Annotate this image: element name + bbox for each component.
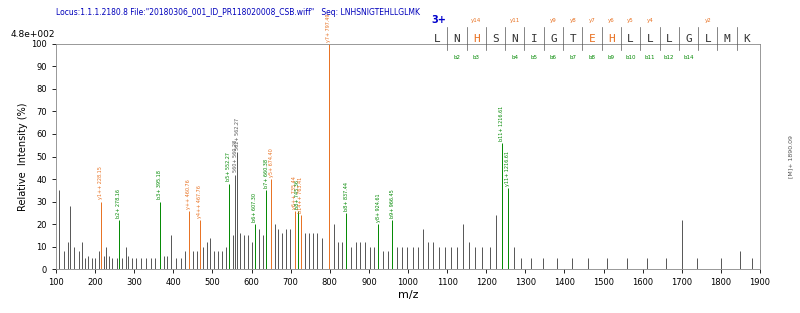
- Text: b7: b7: [570, 55, 576, 60]
- Text: H: H: [608, 34, 614, 44]
- Text: [M]+ 1890.09: [M]+ 1890.09: [788, 135, 793, 178]
- Text: L: L: [666, 34, 673, 44]
- Text: 562+ 562.27: 562+ 562.27: [234, 118, 239, 150]
- Text: b12: b12: [664, 55, 674, 60]
- Text: b14++ 763.41: b14++ 763.41: [298, 177, 303, 213]
- Text: I: I: [530, 34, 538, 44]
- Text: b6: b6: [550, 55, 557, 60]
- Text: T: T: [570, 34, 576, 44]
- Text: y2: y2: [704, 18, 711, 23]
- Text: b5+ 552.27: b5+ 552.27: [226, 152, 231, 182]
- Text: H: H: [473, 34, 480, 44]
- Text: b6+ 607.30: b6+ 607.30: [252, 193, 257, 222]
- Text: K: K: [743, 34, 750, 44]
- Y-axis label: Relative  Intensity (%): Relative Intensity (%): [18, 102, 29, 211]
- Text: y11: y11: [510, 18, 520, 23]
- Text: b5: b5: [530, 55, 538, 60]
- Text: Locus:1.1.1.2180.8 File:"20180306_001_ID_PR118020008_CSB.wiff"   Seq: LNHSNIGTEH: Locus:1.1.1.2180.8 File:"20180306_001_ID…: [56, 8, 420, 17]
- Text: 560+ 560.28: 560+ 560.28: [233, 140, 238, 172]
- Text: y9: y9: [550, 18, 557, 23]
- Text: L: L: [434, 34, 441, 44]
- Text: b2+ 278.16: b2+ 278.16: [116, 188, 121, 218]
- Text: b11: b11: [645, 55, 655, 60]
- Text: b3: b3: [473, 55, 480, 60]
- Text: y11+ 1216.61: y11+ 1216.61: [506, 151, 510, 186]
- Text: y8: y8: [570, 18, 576, 23]
- Text: M: M: [724, 34, 730, 44]
- Text: b9+ 966.45: b9+ 966.45: [390, 189, 395, 218]
- Text: L: L: [627, 34, 634, 44]
- Text: G: G: [685, 34, 692, 44]
- Text: y4++ 467.76: y4++ 467.76: [197, 185, 202, 218]
- Text: b7+ 660.38: b7+ 660.38: [264, 159, 269, 188]
- Text: y7: y7: [589, 18, 595, 23]
- Text: y6++ 735.44: y6++ 735.44: [292, 176, 297, 208]
- Text: L: L: [646, 34, 654, 44]
- Text: y5: y5: [627, 18, 634, 23]
- Text: b3+ 395.18: b3+ 395.18: [157, 171, 162, 199]
- Text: y++ 460.76: y++ 460.76: [186, 179, 191, 208]
- Text: y6: y6: [608, 18, 614, 23]
- X-axis label: m/z: m/z: [398, 290, 418, 300]
- Text: b14: b14: [683, 55, 694, 60]
- Text: b2: b2: [454, 55, 461, 60]
- Text: b8+ 837.44: b8+ 837.44: [344, 182, 349, 211]
- Text: b8+ 745.36: b8+ 745.36: [295, 179, 300, 208]
- Text: y4: y4: [646, 18, 654, 23]
- Text: 3+: 3+: [431, 15, 446, 25]
- Text: S: S: [492, 34, 499, 44]
- Text: y1++ 228.15: y1++ 228.15: [98, 167, 103, 199]
- Text: y5+ 674.40: y5+ 674.40: [269, 148, 274, 177]
- Text: b9: b9: [608, 55, 614, 60]
- Text: E: E: [589, 34, 595, 44]
- Text: b11+ 1216.61: b11+ 1216.61: [499, 106, 504, 141]
- Text: b8: b8: [589, 55, 595, 60]
- Text: y8+ 924.61: y8+ 924.61: [376, 193, 381, 222]
- Text: G: G: [550, 34, 557, 44]
- Text: N: N: [511, 34, 518, 44]
- Text: N: N: [454, 34, 460, 44]
- Text: y7+ 797.49: y7+ 797.49: [326, 13, 331, 42]
- Text: 4.8e+002: 4.8e+002: [10, 30, 54, 39]
- Text: b10: b10: [626, 55, 636, 60]
- Text: L: L: [704, 34, 711, 44]
- Text: b4: b4: [511, 55, 518, 60]
- Text: y14: y14: [471, 18, 482, 23]
